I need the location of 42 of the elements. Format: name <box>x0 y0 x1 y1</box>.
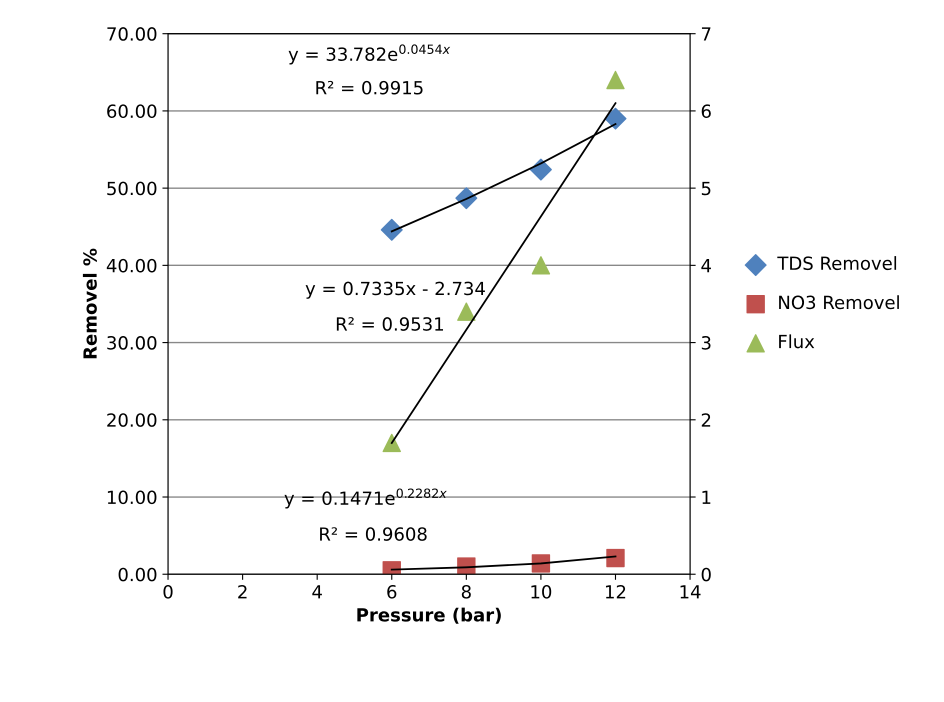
point <box>380 218 403 241</box>
point <box>457 302 476 321</box>
x-tick-label: 10 <box>531 584 552 599</box>
point <box>532 256 550 275</box>
y-tick-label: 70.00 <box>107 27 156 41</box>
y2-tick-label: 3 <box>702 336 711 350</box>
x-tick-label: 4 <box>312 585 322 598</box>
y2-tick-label: 2 <box>702 413 710 427</box>
point <box>382 434 401 452</box>
y-axis-title: Removel % <box>82 248 97 358</box>
x-tick-label: 14 <box>680 585 701 598</box>
annotation: R² = 0.9608 <box>320 527 427 541</box>
x-tick-label: 6 <box>387 584 396 599</box>
x-tick-label: 12 <box>606 584 626 598</box>
y2-tick-label: 0 <box>702 568 711 582</box>
annotation: R² = 0.9531 <box>336 317 444 331</box>
legend-label: NO3 Removel <box>779 295 899 310</box>
y2-tick-label: 6 <box>702 104 711 118</box>
y2-tick-label: 7 <box>702 27 710 41</box>
x-tick-label: 2 <box>238 584 247 598</box>
y-tick-label: 10.00 <box>108 490 156 504</box>
annotation: y = 33.782e$^{0.0454x}$ <box>288 44 450 64</box>
annotation: R² = 0.9915 <box>316 80 423 95</box>
x-tick-label: 8 <box>462 584 471 599</box>
point <box>606 548 625 568</box>
x-tick-label: 0 <box>163 584 173 599</box>
y2-tick-label: 4 <box>701 259 711 272</box>
annotation: y = 0.1471e$^{0.2282x}$ <box>284 488 447 508</box>
y-tick-label: 30.00 <box>107 336 156 350</box>
y-tick-label: 20.00 <box>107 413 156 427</box>
point <box>606 70 625 90</box>
legend-label: TDS Removel <box>777 256 896 270</box>
y-tick-label: 0.00 <box>118 568 156 582</box>
y-tick-label: 50.00 <box>107 182 156 196</box>
y-tick-label: 60.00 <box>107 104 156 118</box>
point <box>604 108 626 130</box>
y2-tick-label: 5 <box>702 182 710 196</box>
x-axis-title: Pressure (bar) <box>357 608 501 624</box>
annotation: y = 0.7335x - 2.734 <box>306 282 485 299</box>
legend-label: Flux <box>779 334 814 348</box>
y-tick-label: 40.00 <box>106 258 156 272</box>
y2-tick-label: 1 <box>702 490 710 504</box>
